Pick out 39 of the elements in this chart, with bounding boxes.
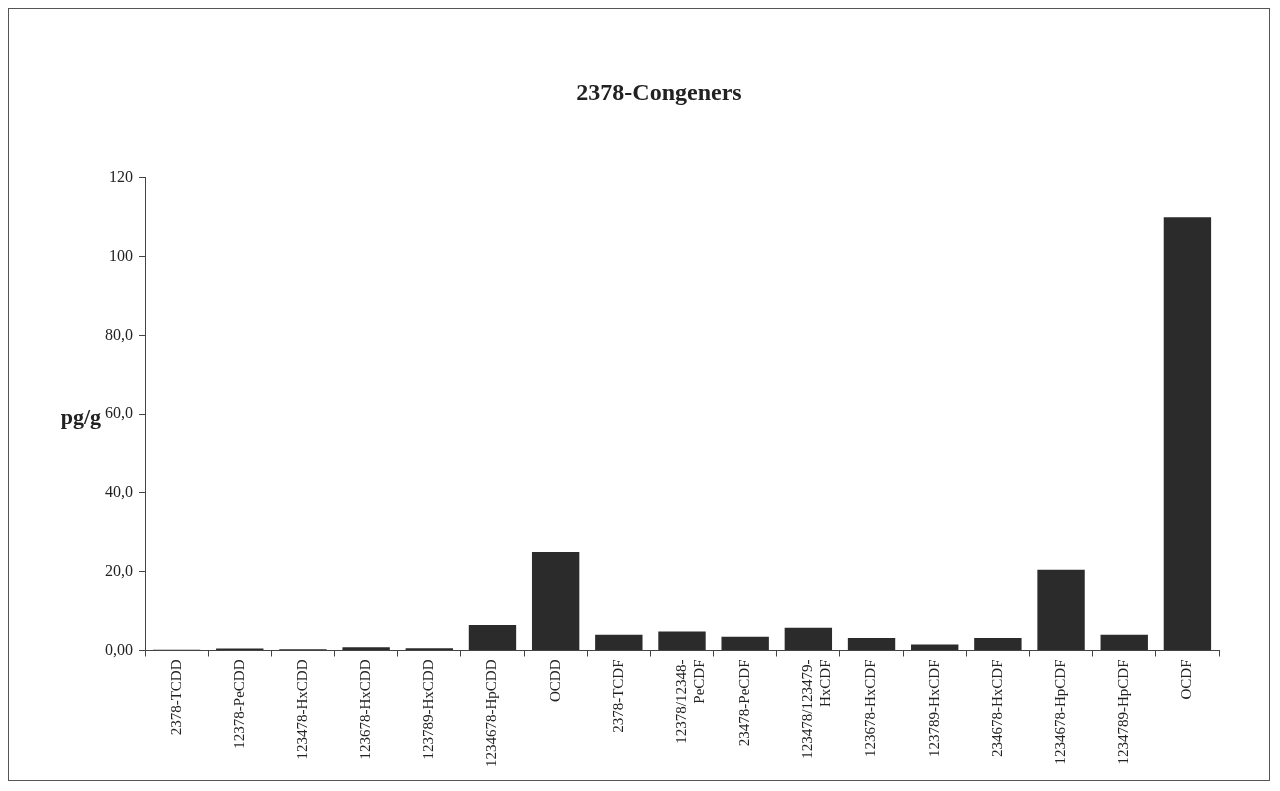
- x-tick-label: 2378-TCDF: [609, 659, 626, 733]
- chart-title: 2378-Congeners: [576, 78, 742, 105]
- y-tick-label: 100: [109, 246, 133, 264]
- bar: [1037, 569, 1085, 650]
- x-tick-label: 1234678-HpCDD: [483, 659, 500, 767]
- x-tick-label: OCDD: [546, 659, 563, 703]
- y-tick-label: 80,0: [105, 325, 133, 343]
- x-tick-label: 123478-HxCDD: [293, 659, 310, 760]
- bar: [721, 636, 769, 650]
- y-tick-label: 120: [109, 168, 133, 185]
- bar: [784, 627, 833, 650]
- x-tick-label: 1234789-HpCDF: [1115, 659, 1132, 765]
- x-tick-label: 12378-PeCDD: [230, 659, 247, 749]
- bar: [658, 631, 706, 650]
- bar: [847, 637, 896, 650]
- bar: [974, 637, 1022, 650]
- y-tick-label: 0,00: [105, 640, 133, 658]
- bar: [1100, 634, 1148, 650]
- x-tick-label: 234678-HxCDF: [988, 659, 1005, 758]
- x-tick-label: 123678-HxCDD: [357, 659, 374, 760]
- x-tick-label: 12378/12348-PeCDF: [672, 659, 707, 744]
- x-tick-label: 23478-PeCDF: [736, 659, 753, 747]
- bar: [911, 644, 959, 650]
- bar: [595, 634, 643, 650]
- x-tick-label: 2378-TCDD: [167, 659, 184, 736]
- x-tick-label: OCDF: [1178, 659, 1195, 700]
- y-tick-label: 60,0: [105, 404, 133, 422]
- y-tick-label: 40,0: [105, 483, 133, 501]
- x-tick-label: 123789-HxCDF: [925, 659, 942, 758]
- y-axis-title: pg/g: [60, 403, 101, 429]
- bar: [531, 552, 580, 650]
- bar: [342, 647, 390, 650]
- x-tick-label: 1234678-HpCDF: [1052, 659, 1068, 765]
- bar: [468, 624, 517, 650]
- x-tick-label: 123789-HxCDD: [420, 659, 437, 760]
- x-tick-label: 123478/123479-HxCDF: [799, 659, 834, 759]
- y-tick-label: 20,0: [105, 561, 133, 579]
- bar: [1163, 217, 1212, 650]
- x-tick-label: 123678-HxCDF: [862, 659, 879, 758]
